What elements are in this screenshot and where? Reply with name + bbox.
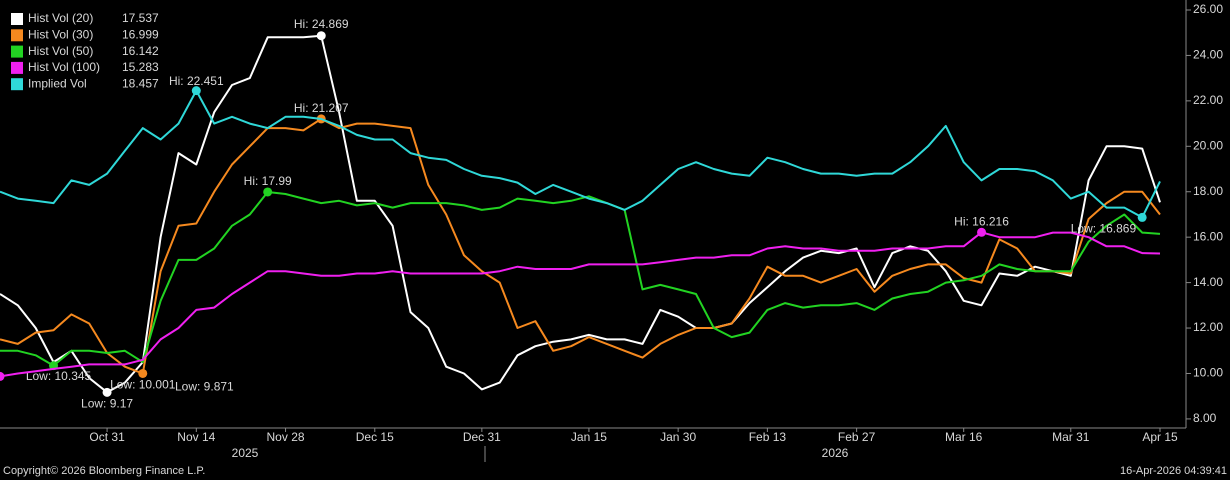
y-tick-label: 24.00 — [1193, 48, 1223, 62]
extreme-label: Hi: 16.216 — [954, 214, 1009, 228]
footer-timestamp: 16-Apr-2026 04:39:41 — [1120, 465, 1227, 477]
x-tick-label: Oct 31 — [89, 430, 125, 444]
x-tick-label: Jan 15 — [571, 430, 607, 444]
series-line — [0, 89, 1161, 219]
extreme-marker — [977, 227, 987, 237]
extreme-label: Low: 9.871 — [175, 380, 234, 394]
extreme-label: Low: 10.345 — [26, 369, 92, 383]
legend-swatch — [11, 61, 23, 74]
extreme-marker — [316, 31, 326, 41]
footer-copyright: Copyright© 2026 Bloomberg Finance L.P. — [3, 465, 205, 477]
extreme-label: Low: 16.869 — [1071, 222, 1137, 236]
extreme-label: Hi: 21.207 — [294, 101, 349, 115]
x-tick-label: Dec 15 — [356, 430, 394, 444]
x-tick-label: Nov 28 — [267, 430, 305, 444]
extreme-label: Hi: 24.869 — [294, 17, 349, 31]
y-tick-label: 26.00 — [1193, 2, 1223, 16]
legend-value: 16.142 — [122, 44, 159, 58]
y-tick-label: 18.00 — [1193, 184, 1223, 198]
x-tick-label: Mar 16 — [945, 430, 983, 444]
legend-value: 15.283 — [122, 60, 159, 74]
legend-value: 18.457 — [122, 76, 159, 90]
extreme-marker — [1137, 212, 1147, 222]
y-tick-label: 20.00 — [1193, 138, 1223, 152]
legend: Hist Vol (20) 17.537 Hist Vol (30) 16.999 Hi… — [0, 8, 162, 92]
plot-area: Hi: 24.869 Low: 9.17 Hi: 21.207 Low: 10.001… — [0, 17, 1161, 411]
extreme-label: Hi: 22.451 — [169, 74, 224, 88]
x-tick-label: Mar 31 — [1052, 430, 1090, 444]
series-line — [0, 34, 1161, 394]
legend-swatch — [11, 29, 23, 42]
legend-label: Implied Vol — [28, 76, 87, 90]
legend-label: Hist Vol (20) — [28, 11, 93, 25]
x-tick-label: Apr 15 — [1142, 430, 1178, 444]
legend-value: 16.999 — [122, 27, 159, 41]
legend-value: 17.537 — [122, 11, 159, 25]
y-tick-label: 10.00 — [1193, 366, 1223, 380]
extreme-marker — [191, 86, 201, 96]
legend-label: Hist Vol (30) — [28, 27, 93, 41]
extreme-marker — [0, 371, 5, 381]
y-tick-label: 8.00 — [1193, 411, 1217, 425]
legend-box — [0, 8, 162, 92]
year-label: 2026 — [822, 446, 849, 460]
legend-swatch — [11, 45, 23, 58]
extreme-marker — [138, 368, 148, 378]
y-tick-label: 16.00 — [1193, 229, 1223, 243]
extreme-label: Hi: 17.99 — [244, 174, 292, 188]
year-label: 2025 — [232, 446, 259, 460]
series-line — [0, 191, 1161, 367]
extreme-label: Low: 10.001 — [110, 378, 176, 392]
extreme-marker — [102, 387, 112, 397]
y-tick-label: 14.00 — [1193, 275, 1223, 289]
legend-swatch — [11, 78, 23, 91]
x-tick-label: Nov 14 — [177, 430, 215, 444]
x-tick-label: Dec 31 — [463, 430, 501, 444]
x-tick-label: Feb 13 — [749, 430, 787, 444]
x-tick-label: Jan 30 — [660, 430, 696, 444]
y-tick-label: 22.00 — [1193, 93, 1223, 107]
series-line — [0, 231, 1161, 378]
legend-label: Hist Vol (100) — [28, 60, 100, 74]
extreme-label: Low: 9.17 — [81, 397, 133, 411]
legend-swatch — [11, 13, 23, 25]
y-tick-label: 12.00 — [1193, 320, 1223, 334]
extreme-marker — [263, 187, 273, 197]
legend-label: Hist Vol (50) — [28, 44, 93, 58]
x-tick-label: Feb 27 — [838, 430, 876, 444]
